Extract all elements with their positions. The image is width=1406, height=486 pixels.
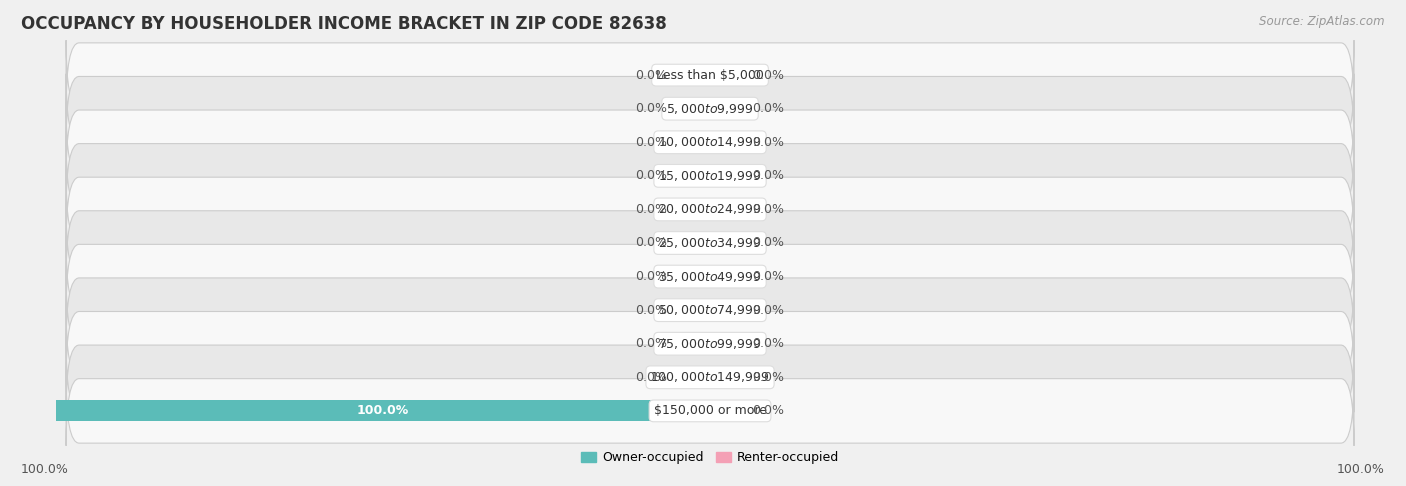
Text: $100,000 to $149,999: $100,000 to $149,999 — [651, 370, 769, 384]
Text: Source: ZipAtlas.com: Source: ZipAtlas.com — [1260, 15, 1385, 28]
Bar — [710, 233, 742, 253]
Text: 0.0%: 0.0% — [636, 237, 668, 249]
Text: 0.0%: 0.0% — [636, 270, 668, 283]
Legend: Owner-occupied, Renter-occupied: Owner-occupied, Renter-occupied — [575, 447, 845, 469]
Text: 0.0%: 0.0% — [636, 304, 668, 317]
Text: 0.0%: 0.0% — [752, 371, 785, 384]
Text: 100.0%: 100.0% — [357, 404, 409, 417]
Bar — [678, 98, 710, 119]
Text: $5,000 to $9,999: $5,000 to $9,999 — [666, 102, 754, 116]
FancyBboxPatch shape — [66, 40, 1354, 110]
Text: 0.0%: 0.0% — [636, 102, 668, 115]
Text: 100.0%: 100.0% — [1337, 463, 1385, 476]
FancyBboxPatch shape — [66, 242, 1354, 312]
Text: 0.0%: 0.0% — [752, 203, 785, 216]
Text: 0.0%: 0.0% — [636, 371, 668, 384]
Bar — [710, 199, 742, 220]
Text: 0.0%: 0.0% — [752, 102, 785, 115]
FancyBboxPatch shape — [66, 376, 1354, 446]
Text: 0.0%: 0.0% — [752, 169, 785, 182]
Text: 0.0%: 0.0% — [752, 69, 785, 82]
FancyBboxPatch shape — [66, 208, 1354, 278]
FancyBboxPatch shape — [66, 309, 1354, 379]
Bar — [678, 65, 710, 86]
Bar — [678, 165, 710, 186]
Text: $35,000 to $49,999: $35,000 to $49,999 — [658, 270, 762, 283]
Bar — [678, 300, 710, 321]
Bar — [678, 367, 710, 388]
Bar — [678, 233, 710, 253]
Bar — [710, 266, 742, 287]
Bar — [678, 199, 710, 220]
Text: $50,000 to $74,999: $50,000 to $74,999 — [658, 303, 762, 317]
Text: 100.0%: 100.0% — [21, 463, 69, 476]
FancyBboxPatch shape — [66, 275, 1354, 345]
Text: 0.0%: 0.0% — [636, 203, 668, 216]
Text: $15,000 to $19,999: $15,000 to $19,999 — [658, 169, 762, 183]
Text: 0.0%: 0.0% — [752, 404, 785, 417]
Bar — [710, 132, 742, 153]
Bar — [710, 165, 742, 186]
Text: 0.0%: 0.0% — [752, 304, 785, 317]
Text: $25,000 to $34,999: $25,000 to $34,999 — [658, 236, 762, 250]
Bar — [710, 65, 742, 86]
Bar — [710, 333, 742, 354]
Text: 0.0%: 0.0% — [636, 169, 668, 182]
Bar — [678, 266, 710, 287]
FancyBboxPatch shape — [66, 141, 1354, 211]
FancyBboxPatch shape — [66, 74, 1354, 143]
Bar — [710, 98, 742, 119]
Bar — [678, 333, 710, 354]
Text: $20,000 to $24,999: $20,000 to $24,999 — [658, 203, 762, 216]
Text: Less than $5,000: Less than $5,000 — [657, 69, 763, 82]
Text: $150,000 or more: $150,000 or more — [654, 404, 766, 417]
Text: 0.0%: 0.0% — [752, 136, 785, 149]
Text: 0.0%: 0.0% — [752, 270, 785, 283]
Text: 0.0%: 0.0% — [636, 337, 668, 350]
Text: 0.0%: 0.0% — [752, 337, 785, 350]
Text: $75,000 to $99,999: $75,000 to $99,999 — [658, 337, 762, 351]
Text: 0.0%: 0.0% — [636, 136, 668, 149]
FancyBboxPatch shape — [66, 107, 1354, 177]
Bar — [710, 300, 742, 321]
Text: OCCUPANCY BY HOUSEHOLDER INCOME BRACKET IN ZIP CODE 82638: OCCUPANCY BY HOUSEHOLDER INCOME BRACKET … — [21, 15, 666, 33]
Bar — [710, 400, 742, 421]
Bar — [56, 400, 710, 421]
Bar — [710, 367, 742, 388]
FancyBboxPatch shape — [66, 174, 1354, 244]
Text: 0.0%: 0.0% — [636, 69, 668, 82]
Text: $10,000 to $14,999: $10,000 to $14,999 — [658, 135, 762, 149]
Text: 0.0%: 0.0% — [752, 237, 785, 249]
FancyBboxPatch shape — [66, 343, 1354, 412]
Bar — [678, 132, 710, 153]
